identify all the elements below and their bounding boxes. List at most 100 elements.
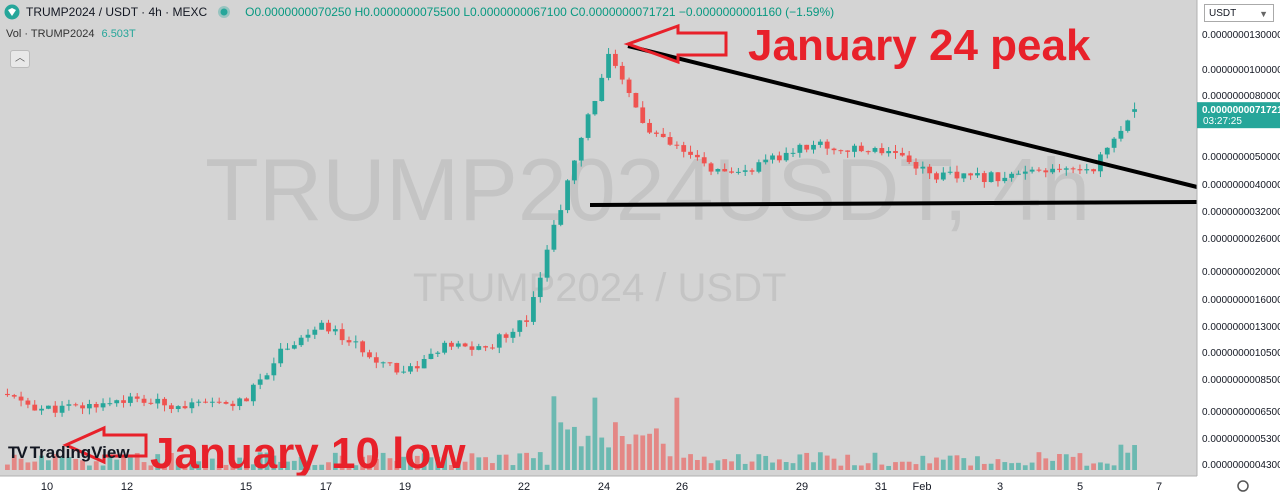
candle-body xyxy=(578,137,584,161)
time-tick-label: 3 xyxy=(997,481,1003,493)
volume-bar xyxy=(346,465,352,470)
currency-value: USDT xyxy=(1209,8,1237,19)
candle-body xyxy=(1029,169,1035,172)
volume-bar xyxy=(449,465,454,470)
candle-body xyxy=(544,249,550,278)
volume-bar xyxy=(1009,463,1015,470)
volume-bar xyxy=(148,465,154,470)
candle-body xyxy=(59,405,65,413)
candle-body xyxy=(763,159,769,163)
candle-body xyxy=(278,348,284,364)
volume-value: 6.503T xyxy=(101,28,136,40)
candle-body xyxy=(209,401,215,403)
candle-body xyxy=(606,53,611,78)
volume-bar xyxy=(940,459,946,470)
candle-body xyxy=(121,400,126,403)
volume-bar xyxy=(264,452,270,470)
price-tick-label: 0.0000000032000 xyxy=(1202,207,1280,218)
volume-bar xyxy=(394,460,400,470)
trendline-descending[interactable] xyxy=(627,44,1198,189)
candle-body xyxy=(367,352,372,358)
candle-body xyxy=(981,173,987,183)
trendline-support[interactable] xyxy=(589,200,1198,207)
candle-body xyxy=(141,398,147,403)
candle-body xyxy=(462,343,468,347)
candle-body xyxy=(1063,168,1069,170)
volume-bar xyxy=(244,462,249,470)
volume-bar xyxy=(811,462,816,470)
price-tick-label: 0.0000000040000 xyxy=(1202,180,1280,191)
symbol-title[interactable]: TRUMP2024 / USDT · 4h · MEXC xyxy=(26,5,208,19)
volume-bar xyxy=(66,457,72,470)
volume-bar xyxy=(913,464,919,470)
volume-bar xyxy=(373,458,379,470)
volume-bar xyxy=(776,459,782,470)
volume-bar xyxy=(46,460,51,470)
candle-body xyxy=(332,329,338,332)
currency-select[interactable]: USDT ▼ xyxy=(1204,4,1274,22)
candle-body xyxy=(619,65,625,80)
candle-body xyxy=(373,357,379,363)
candle-body xyxy=(490,347,495,349)
volume-bar xyxy=(360,456,366,470)
brand-name: TradingView xyxy=(29,443,130,462)
candle-body xyxy=(947,171,953,173)
candle-body xyxy=(913,162,919,169)
volume-bar xyxy=(291,460,297,470)
time-tick-label: 22 xyxy=(518,481,530,493)
candle-body xyxy=(5,393,10,396)
candle-body xyxy=(1050,168,1055,173)
peak-arrow-icon[interactable] xyxy=(623,23,728,65)
volume-bar xyxy=(633,434,639,470)
volume-bar xyxy=(155,454,161,470)
volume-bar xyxy=(319,464,325,470)
candle-body xyxy=(305,334,311,338)
candle-body xyxy=(162,398,167,406)
volume-bar xyxy=(223,464,229,470)
volume-bar xyxy=(1070,456,1076,470)
candle-body xyxy=(11,395,17,397)
time-axis[interactable] xyxy=(0,476,1280,495)
ohlc-values: O0.0000000070250 H0.0000000075500 L0.000… xyxy=(245,5,835,19)
volume-bar xyxy=(599,437,605,470)
collapse-legend-button[interactable]: ︿ xyxy=(10,50,30,68)
candle-body xyxy=(961,173,967,179)
price-axis[interactable] xyxy=(1197,0,1280,495)
candle-body xyxy=(776,155,782,161)
candle-body xyxy=(189,402,195,409)
settings-gear-icon[interactable] xyxy=(1237,480,1249,492)
volume-bar xyxy=(1104,463,1110,470)
candle-body xyxy=(592,100,598,115)
candle-body xyxy=(940,172,946,180)
volume-bar xyxy=(353,465,359,470)
tradingview-logo[interactable]: TV TradingView xyxy=(8,443,130,463)
volume-bar xyxy=(1091,463,1096,470)
volume-bar xyxy=(387,458,393,470)
candle-body xyxy=(387,362,393,364)
peak-annotation: January 24 peak xyxy=(748,21,1091,70)
volume-bar xyxy=(968,465,974,470)
low-arrow-icon[interactable] xyxy=(62,425,148,465)
candle-body xyxy=(326,322,331,332)
candle-body xyxy=(73,404,79,406)
volume-bar xyxy=(865,463,871,470)
candle-body xyxy=(674,144,680,146)
volume-bar xyxy=(278,461,284,470)
candle-body xyxy=(729,171,734,173)
volume-bar xyxy=(722,459,728,470)
candle-body xyxy=(421,359,427,369)
volume-bar xyxy=(893,462,898,470)
candle-body xyxy=(742,170,748,172)
price-tick-label: 0.0000000100000 xyxy=(1202,65,1280,76)
candle-body xyxy=(107,403,113,405)
candle-body xyxy=(1077,169,1083,171)
candle-body xyxy=(899,152,905,156)
volume-bar xyxy=(756,454,762,470)
candle-body xyxy=(770,155,775,160)
volume-bar xyxy=(817,452,823,470)
volume-bar xyxy=(1050,460,1055,470)
candle-body xyxy=(879,148,885,154)
volume-bar xyxy=(694,460,700,470)
volume-bar xyxy=(783,462,789,470)
